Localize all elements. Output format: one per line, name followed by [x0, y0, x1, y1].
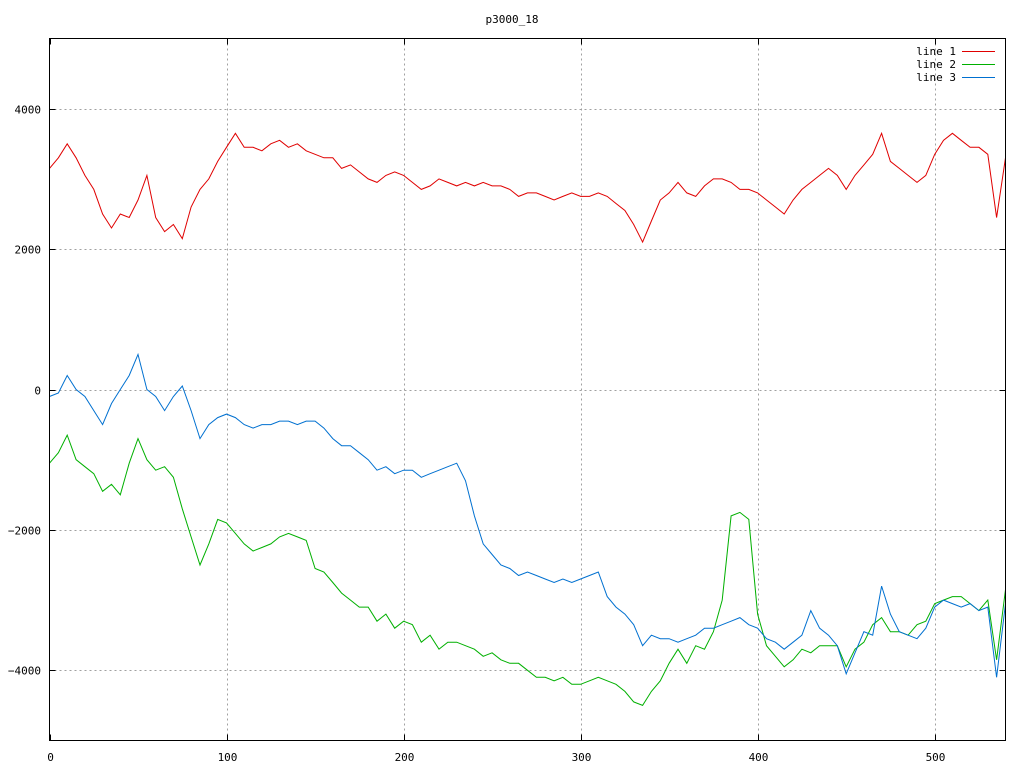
plot-frame — [49, 38, 1006, 741]
x-tick-label: 400 — [749, 751, 769, 764]
series-lines — [49, 131, 1006, 707]
legend-label: line 2 — [916, 58, 956, 71]
legend-label: line 3 — [916, 71, 956, 84]
y-tick-label: 4000 — [15, 104, 42, 117]
x-tick-label: 500 — [926, 751, 946, 764]
y-tick-label: 0 — [34, 385, 41, 398]
y-tick-label: −2000 — [8, 525, 41, 538]
series-line-2 — [49, 433, 1006, 707]
y-tick-label: 2000 — [15, 244, 42, 257]
x-tick-label: 300 — [572, 751, 592, 764]
x-tick-label: 0 — [47, 751, 54, 764]
series-line-1 — [49, 131, 1006, 244]
x-tick-label: 100 — [218, 751, 238, 764]
chart-title: p3000_18 — [486, 13, 539, 26]
y-tick-label: −4000 — [8, 665, 41, 678]
series-line-3 — [49, 352, 1006, 678]
grid — [49, 38, 1006, 741]
axis-ticks: 0 100 200 300 400 500 −4000 −2000 0 2000 4000 — [8, 38, 1006, 764]
legend-label: line 1 — [916, 45, 956, 58]
x-tick-label: 200 — [395, 751, 415, 764]
